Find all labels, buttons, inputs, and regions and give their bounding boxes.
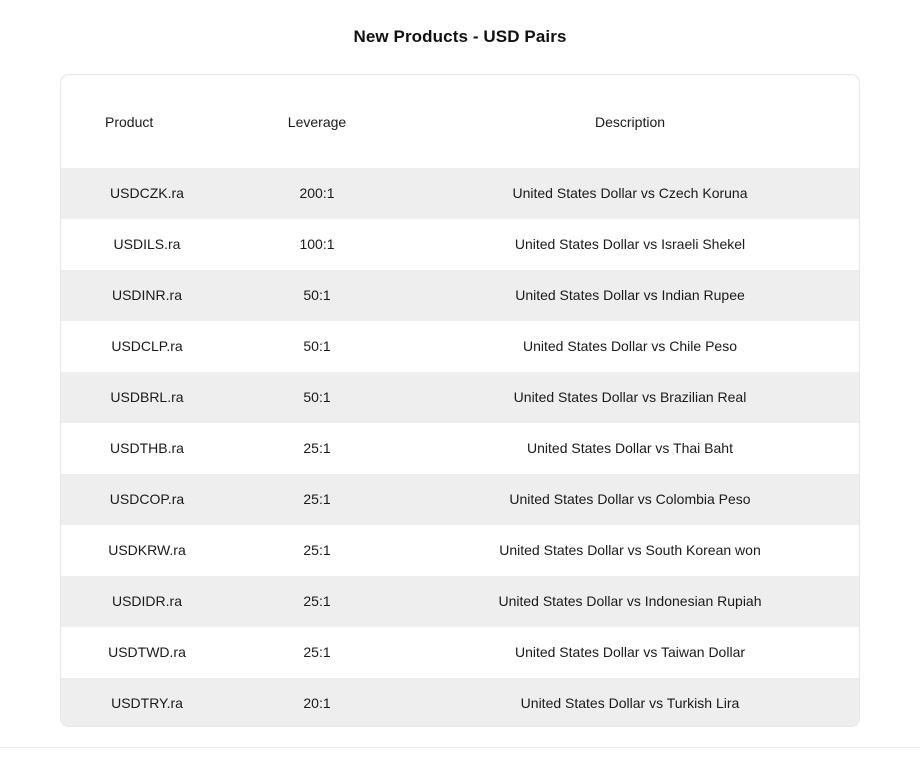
- cell-product: USDILS.ra: [113, 236, 181, 252]
- cell-leverage: 50:1: [303, 287, 331, 303]
- cell-leverage: 50:1: [303, 389, 331, 405]
- column-header-leverage[interactable]: Leverage: [287, 113, 347, 130]
- cell-leverage: 50:1: [303, 338, 331, 354]
- table-row[interactable]: USDCOP.ra 25:1 United States Dollar vs Col…: [61, 474, 859, 525]
- cell-description: United States Dollar vs Czech Koruna: [512, 185, 748, 201]
- cell-leverage: 25:1: [303, 491, 331, 507]
- cell-description: United States Dollar vs Thai Baht: [527, 440, 733, 456]
- cell-product: USDTWD.ra: [108, 644, 186, 660]
- cell-description: United States Dollar vs Colombia Peso: [509, 491, 751, 507]
- table-row[interactable]: USDBRL.ra 50:1 United States Dollar vs Bra…: [61, 372, 859, 423]
- column-header-description[interactable]: Description: [594, 113, 666, 130]
- cell-description: United States Dollar vs Indian Rupee: [515, 287, 745, 303]
- column-header-product[interactable]: Product: [105, 113, 154, 130]
- table-row[interactable]: USDIDR.ra 25:1 United States Dollar vs Ind…: [61, 576, 859, 627]
- table-row[interactable]: USDILS.ra 100:1 United States Dollar vs Is…: [61, 219, 859, 270]
- table-row[interactable]: USDTWD.ra 25:1 United States Dollar vs Tai…: [61, 627, 859, 678]
- cell-leverage: 20:1: [303, 695, 331, 711]
- cell-description: United States Dollar vs South Korean won: [499, 542, 761, 558]
- cell-product: USDTHB.ra: [110, 440, 184, 456]
- cell-leverage: 25:1: [303, 440, 331, 456]
- cell-description: United States Dollar vs Israeli Shekel: [514, 236, 746, 252]
- cell-description: United States Dollar vs Brazilian Real: [513, 389, 747, 405]
- table-row[interactable]: USDINR.ra 50:1 United States Dollar vs Ind…: [61, 270, 859, 321]
- table-row[interactable]: USDTRY.ra 20:1 United States Dollar vs Tur…: [61, 678, 859, 726]
- products-table: Product Leverage Description USDCZK.ra 20…: [61, 75, 859, 726]
- footer-divider: [0, 747, 920, 748]
- cell-leverage: 25:1: [303, 644, 331, 660]
- cell-description: United States Dollar vs Chile Peso: [523, 338, 737, 354]
- products-card: Product Leverage Description USDCZK.ra 20…: [60, 74, 860, 727]
- table-row[interactable]: USDCLP.ra 50:1 United States Dollar vs Chi…: [61, 321, 859, 372]
- cell-product: USDIDR.ra: [111, 593, 182, 609]
- cell-product: USDCOP.ra: [109, 491, 185, 507]
- cell-product: USDTRY.ra: [111, 695, 183, 711]
- cell-product: USDCLP.ra: [111, 338, 183, 354]
- cell-leverage: 25:1: [303, 542, 331, 558]
- cell-leverage: 200:1: [299, 185, 335, 201]
- table-row[interactable]: USDKRW.ra 25:1 United States Dollar vs Sou…: [61, 525, 859, 576]
- cell-leverage: 100:1: [299, 236, 335, 252]
- table-row[interactable]: USDCZK.ra 200:1 United States Dollar vs Cz…: [61, 168, 859, 219]
- cell-product: USDCZK.ra: [110, 185, 184, 201]
- table-body: USDCZK.ra 200:1 United States Dollar vs Cz…: [61, 168, 859, 726]
- cell-product: USDBRL.ra: [110, 389, 184, 405]
- cell-product: USDKRW.ra: [108, 542, 186, 558]
- cell-description: United States Dollar vs Indonesian Rupia…: [498, 593, 762, 609]
- table-header-row: Product Leverage Description: [61, 75, 859, 168]
- cell-description: United States Dollar vs Taiwan Dollar: [514, 644, 746, 660]
- table-header: Product Leverage Description: [61, 75, 859, 168]
- page-title: New Products - USD Pairs: [353, 27, 567, 46]
- cell-leverage: 25:1: [303, 593, 331, 609]
- table-row[interactable]: USDTHB.ra 25:1 United States Dollar vs Tha…: [61, 423, 859, 474]
- cell-product: USDINR.ra: [111, 287, 182, 303]
- cell-description: United States Dollar vs Turkish Lira: [520, 695, 740, 711]
